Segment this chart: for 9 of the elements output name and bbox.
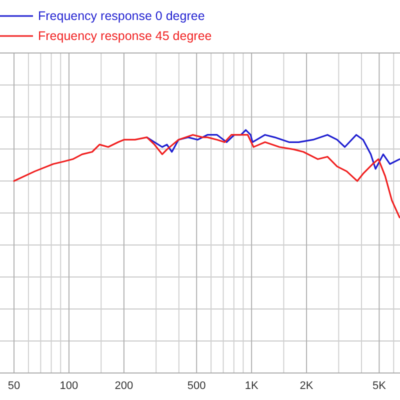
x-tick-label: 1K — [244, 380, 259, 392]
x-tick-label: 500 — [187, 380, 206, 392]
x-tick-label: 5K — [372, 380, 387, 392]
x-tick-label: 50 — [8, 380, 20, 392]
x-tick-label: 100 — [60, 380, 78, 392]
x-tick-label: 2K — [300, 380, 314, 392]
legend-label: Frequency response 0 degree — [38, 9, 205, 23]
x-tick-label: 200 — [114, 380, 134, 392]
legend-label: Frequency response 45 degree — [38, 29, 212, 43]
